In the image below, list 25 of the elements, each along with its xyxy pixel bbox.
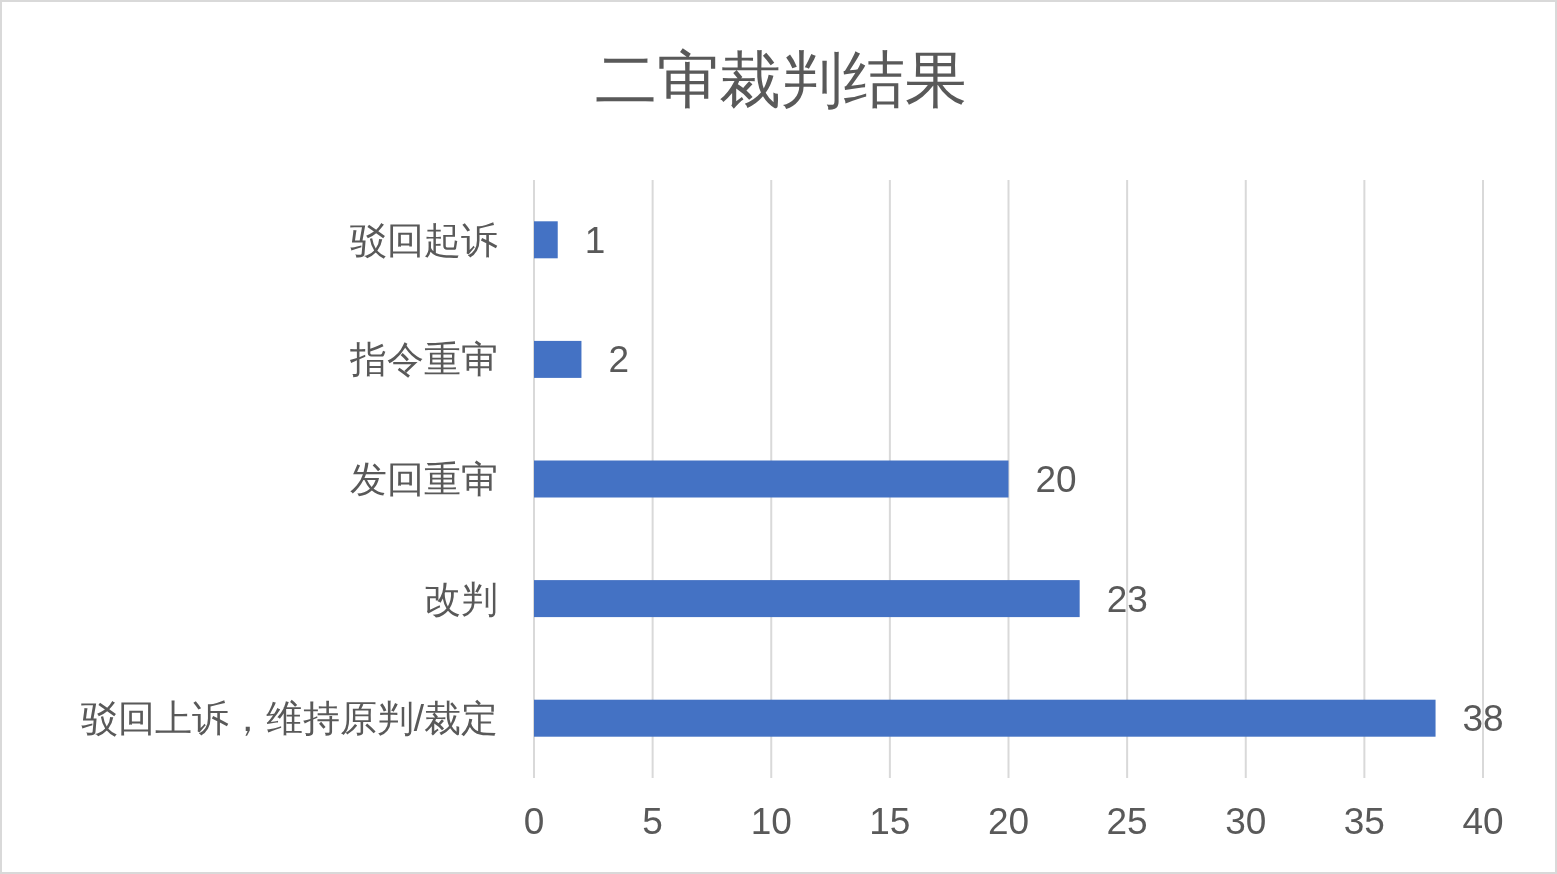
- y-tick-label: 发回重审: [350, 459, 498, 500]
- y-tick-label: 改判: [424, 578, 498, 620]
- data-label: 20: [1035, 459, 1077, 500]
- data-label: 1: [584, 219, 606, 261]
- y-tick-label: 驳回上诉，维持原判/裁定: [80, 698, 498, 740]
- bar: [534, 699, 1436, 737]
- x-tick-label: 20: [987, 801, 1030, 842]
- y-tick-label: 驳回起诉: [350, 219, 498, 261]
- x-tick-label: 0: [523, 801, 545, 842]
- x-tick-label: 30: [1225, 801, 1267, 842]
- bar: [534, 460, 1009, 498]
- bar: [534, 221, 558, 259]
- bar: [534, 340, 582, 378]
- x-tick-label: 5: [642, 801, 663, 842]
- x-tick-label: 15: [869, 801, 911, 842]
- bar: [534, 580, 1080, 618]
- x-tick-label: 40: [1462, 801, 1504, 842]
- y-tick-label: 指令重审: [349, 339, 498, 381]
- data-label: 23: [1106, 578, 1148, 620]
- data-label: 38: [1462, 698, 1504, 740]
- data-label: 2: [608, 339, 630, 381]
- x-tick-label: 25: [1106, 801, 1148, 842]
- x-tick-label: 10: [750, 801, 792, 842]
- x-tick-label: 35: [1343, 801, 1385, 842]
- chart-title: 二审裁判结果: [594, 45, 967, 114]
